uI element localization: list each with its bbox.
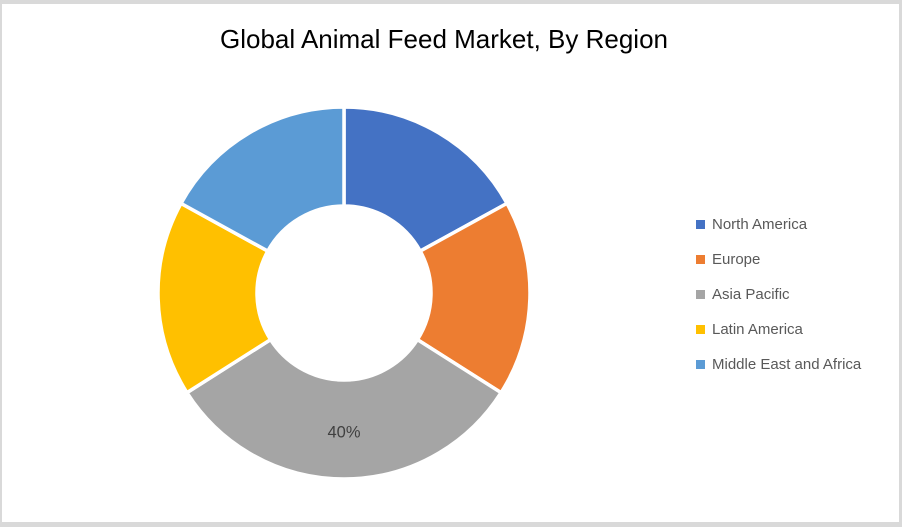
chart-title: Global Animal Feed Market, By Region: [220, 24, 668, 54]
donut-chart: 40%: [156, 105, 532, 481]
legend-item-label: Latin America: [712, 320, 803, 338]
legend-item-label: Europe: [712, 250, 761, 268]
legend-swatch-icon: [696, 254, 705, 264]
legend-item: Europe: [696, 249, 861, 269]
legend-swatch-icon: [696, 324, 705, 334]
legend-item: Middle East and Africa: [696, 354, 861, 374]
legend-item: Latin America: [696, 319, 861, 339]
legend-item-label: North America: [712, 215, 808, 233]
legend-item: Asia Pacific: [696, 284, 861, 304]
donut-segment-middle-east-and-africa: [178, 105, 346, 254]
donut-segment-north-america: [342, 105, 510, 254]
legend-swatch-icon: [696, 359, 705, 369]
donut-segment-latin-america: [156, 201, 273, 396]
legend-item: North America: [696, 214, 861, 234]
legend-item-label: Middle East and Africa: [712, 355, 862, 373]
legend-item-label: Asia Pacific: [712, 285, 790, 303]
legend-swatch-icon: [696, 289, 705, 299]
segment-data-label: 40%: [327, 424, 360, 442]
donut-segment-asia-pacific: [184, 337, 504, 481]
donut-segment-europe: [415, 201, 532, 396]
legend: North America Europe Asia Pacific Latin Ame…: [696, 214, 861, 374]
legend-swatch-icon: [696, 219, 705, 229]
